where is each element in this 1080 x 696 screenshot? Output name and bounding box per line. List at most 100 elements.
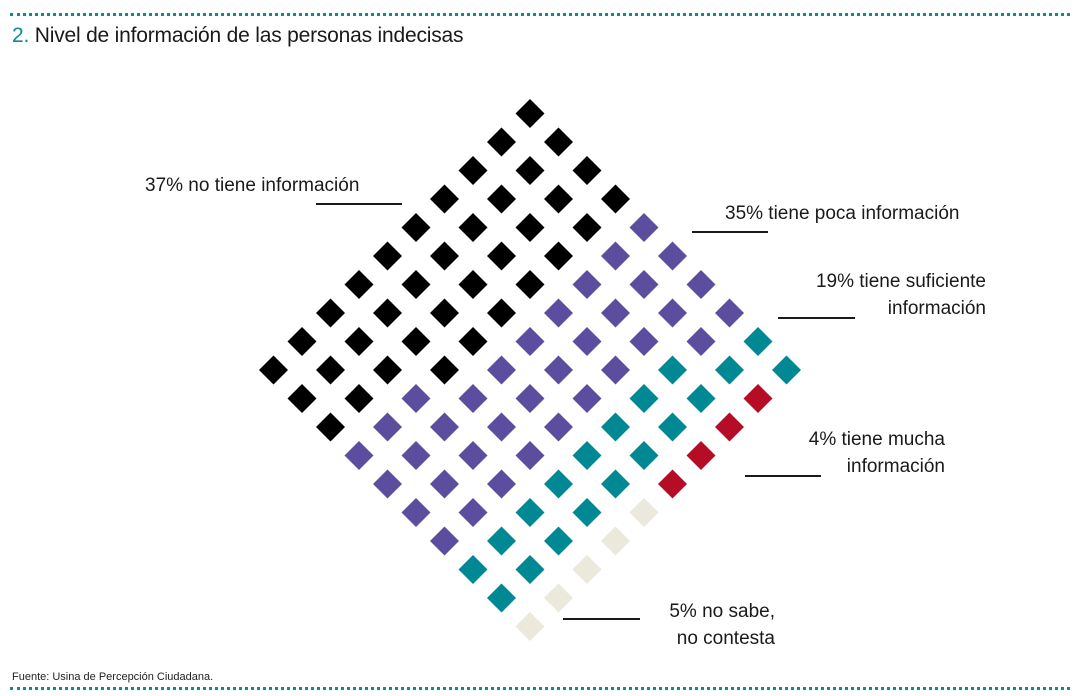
waffle-cell bbox=[515, 327, 545, 356]
waffle-cell bbox=[544, 355, 573, 385]
waffle-cell bbox=[344, 327, 374, 356]
waffle-cell bbox=[715, 412, 744, 442]
waffle-cell bbox=[401, 441, 431, 470]
waffle-cell bbox=[601, 241, 630, 271]
waffle-cell bbox=[658, 355, 687, 385]
waffle-cell bbox=[316, 298, 345, 328]
chart-title: 2. Nivel de información de las personas … bbox=[12, 24, 463, 48]
waffle-cell bbox=[544, 241, 573, 271]
waffle-cell bbox=[629, 441, 659, 470]
waffle-cell bbox=[544, 583, 573, 613]
waffle-cell bbox=[373, 298, 402, 328]
label-suficiente: 19% tiene suficiente información bbox=[816, 268, 986, 322]
waffle-cell bbox=[430, 526, 459, 556]
waffle-cell bbox=[458, 156, 488, 185]
waffle-cell bbox=[572, 327, 602, 356]
waffle-cell bbox=[629, 213, 659, 242]
label-mucha-line-1: 4% tiene mucha bbox=[808, 429, 945, 450]
waffle-cell bbox=[686, 270, 716, 299]
waffle-cell bbox=[430, 241, 459, 271]
waffle-cell bbox=[430, 355, 459, 385]
waffle-cell bbox=[373, 241, 402, 271]
label-ns-nc: 5% no sabe, no contesta bbox=[669, 598, 775, 652]
waffle-cell bbox=[572, 384, 602, 413]
waffle-cell bbox=[572, 156, 602, 185]
label-suficiente-line-1: 19% tiene suficiente bbox=[815, 271, 986, 292]
waffle-cell bbox=[458, 555, 488, 584]
waffle-cell bbox=[430, 298, 459, 328]
waffle-cell bbox=[601, 355, 630, 385]
waffle-cell bbox=[515, 384, 545, 413]
waffle-cell bbox=[344, 441, 374, 470]
waffle-cell bbox=[601, 469, 630, 499]
waffle-cell bbox=[544, 526, 573, 556]
waffle-cell bbox=[544, 469, 573, 499]
label-mucha-line-2: información bbox=[846, 456, 945, 477]
waffle-cell bbox=[572, 213, 602, 242]
waffle-cell bbox=[487, 355, 516, 385]
waffle-cell bbox=[515, 612, 545, 641]
waffle-cell bbox=[487, 127, 516, 157]
waffle-cell bbox=[572, 441, 602, 470]
waffle-cell bbox=[430, 412, 459, 442]
waffle-cell bbox=[629, 384, 659, 413]
leader-line-ns-nc bbox=[563, 618, 640, 620]
waffle-cell bbox=[458, 384, 488, 413]
waffle-cell bbox=[686, 441, 716, 470]
label-suficiente-line-2: información bbox=[887, 298, 986, 319]
waffle-cell bbox=[572, 270, 602, 299]
bottom-dotted-rule bbox=[10, 687, 1070, 690]
waffle-cell bbox=[487, 412, 516, 442]
leader-line-no-info bbox=[316, 203, 402, 205]
waffle-cell bbox=[515, 270, 545, 299]
label-ns-nc-line-2: no contesta bbox=[676, 628, 775, 649]
waffle-cell bbox=[658, 241, 687, 271]
waffle-cell bbox=[458, 270, 488, 299]
waffle-cell bbox=[743, 327, 773, 356]
leader-line-mucha bbox=[745, 475, 821, 477]
waffle-cell bbox=[515, 213, 545, 242]
waffle-cell bbox=[629, 498, 659, 527]
waffle-cell bbox=[629, 270, 659, 299]
waffle-cell bbox=[686, 327, 716, 356]
waffle-cell bbox=[572, 498, 602, 527]
waffle-cell bbox=[601, 184, 630, 214]
waffle-cell bbox=[715, 298, 744, 328]
chart-title-text: Nivel de información de las personas ind… bbox=[34, 24, 464, 47]
waffle-cell bbox=[401, 327, 431, 356]
waffle-cell bbox=[658, 298, 687, 328]
label-no-info-line: 37% no tiene información bbox=[145, 175, 360, 196]
waffle-cell bbox=[401, 498, 431, 527]
waffle-cell bbox=[601, 412, 630, 442]
waffle-cell bbox=[658, 469, 687, 499]
waffle-cell bbox=[287, 384, 317, 413]
waffle-cell bbox=[544, 298, 573, 328]
waffle-cell bbox=[430, 184, 459, 214]
waffle-cell bbox=[401, 270, 431, 299]
waffle-cell bbox=[344, 270, 374, 299]
waffle-cell bbox=[572, 555, 602, 584]
source-note: Fuente: Usina de Percepción Ciudadana. bbox=[12, 671, 214, 683]
label-no-info: 37% no tiene información bbox=[145, 172, 359, 199]
label-ns-nc-line-1: 5% no sabe, bbox=[669, 601, 775, 622]
waffle-cell bbox=[629, 327, 659, 356]
waffle-cell bbox=[658, 412, 687, 442]
waffle-cell bbox=[316, 412, 345, 442]
waffle-cell bbox=[772, 355, 801, 385]
waffle-cell bbox=[515, 156, 545, 185]
waffle-cell bbox=[601, 298, 630, 328]
waffle-cell bbox=[401, 213, 431, 242]
waffle-cell bbox=[287, 327, 317, 356]
waffle-cell bbox=[601, 526, 630, 556]
waffle-cell bbox=[344, 384, 374, 413]
waffle-cell bbox=[686, 384, 716, 413]
leader-line-suficiente bbox=[778, 317, 855, 319]
waffle-cell bbox=[544, 127, 573, 157]
waffle-cell bbox=[458, 498, 488, 527]
waffle-cell bbox=[515, 441, 545, 470]
waffle-cell bbox=[515, 99, 545, 128]
waffle-cell bbox=[316, 355, 345, 385]
waffle-cell bbox=[515, 555, 545, 584]
waffle-cell bbox=[487, 583, 516, 613]
